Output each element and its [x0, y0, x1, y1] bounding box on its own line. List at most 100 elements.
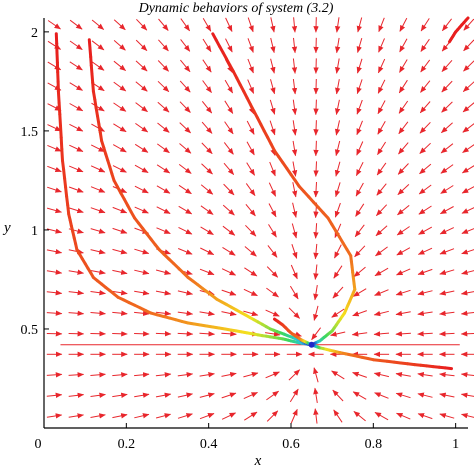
field-arrow: [69, 61, 83, 71]
y-tick-label: 0.5: [21, 323, 39, 338]
field-arrow: [441, 80, 453, 93]
field-arrow: [243, 310, 259, 317]
field-arrow: [374, 392, 389, 399]
field-arrow: [90, 165, 106, 173]
field-arrow: [112, 392, 128, 398]
field-arrow: [180, 18, 191, 32]
trajectory-segment: [56, 89, 61, 105]
field-arrow: [68, 310, 85, 316]
trajectory-segment: [448, 38, 452, 44]
field-arrow: [243, 288, 258, 297]
field-arrow: [69, 123, 84, 132]
field-arrow: [399, 59, 408, 73]
field-arrow: [334, 202, 341, 218]
trajectory-segment: [58, 112, 62, 128]
field-arrow: [113, 60, 126, 71]
field-arrow: [199, 371, 215, 378]
field-arrow: [395, 331, 411, 337]
field-arrow: [313, 408, 319, 424]
field-arrow: [419, 142, 431, 154]
x-tick-label: 0: [35, 437, 42, 452]
field-arrow: [112, 248, 128, 255]
field-arrow: [136, 18, 148, 31]
field-arrow: [247, 79, 255, 94]
field-arrow: [201, 121, 213, 134]
field-arrow: [334, 99, 341, 115]
trajectory-segment: [60, 147, 64, 163]
field-arrow: [200, 184, 214, 195]
field-arrow: [442, 18, 452, 32]
field-arrow: [439, 392, 455, 398]
field-arrow: [90, 249, 106, 255]
field-arrow: [270, 58, 276, 74]
field-arrow: [376, 183, 387, 196]
field-arrow: [199, 331, 215, 337]
field-arrow: [244, 411, 258, 421]
field-arrow: [460, 331, 474, 337]
field-arrow: [90, 372, 106, 378]
field-arrow: [46, 207, 62, 214]
field-arrow: [441, 122, 453, 134]
field-arrow: [373, 331, 390, 337]
trajectory-segment: [59, 124, 63, 139]
field-arrow: [112, 290, 128, 296]
field-arrow: [291, 37, 298, 54]
field-arrow: [68, 372, 85, 378]
field-arrow: [178, 205, 193, 215]
field-arrow: [352, 310, 367, 317]
field-arrow: [396, 247, 411, 256]
field-arrow: [463, 39, 474, 52]
field-arrow: [356, 79, 363, 95]
field-arrow: [269, 161, 276, 177]
field-arrow: [417, 247, 433, 255]
field-arrow: [178, 248, 193, 255]
tick-labels: 0 0.2 0.4 0.6 0.8 1 0.5 1 1.5 2: [21, 26, 460, 452]
field-arrow: [200, 247, 215, 256]
field-arrow: [439, 248, 455, 255]
field-arrow: [202, 59, 212, 73]
field-arrow: [417, 392, 433, 398]
field-arrow: [334, 223, 342, 239]
field-arrow: [289, 388, 299, 403]
field-arrow: [266, 390, 280, 401]
field-arrow: [377, 141, 387, 156]
field-arrow: [395, 392, 411, 399]
field-arrow: [417, 290, 433, 296]
field-arrow: [155, 331, 172, 337]
field-arrow: [68, 269, 84, 275]
field-arrow: [313, 387, 319, 403]
field-arrow: [46, 372, 63, 378]
field-arrow: [199, 268, 215, 276]
field-arrow: [113, 81, 127, 92]
field-arrow: [313, 181, 319, 198]
trajectories: [54, 16, 470, 371]
field-arrow: [225, 17, 233, 32]
field-arrow: [352, 391, 367, 400]
field-arrow: [201, 163, 213, 175]
field-arrow: [373, 371, 390, 378]
field-arrow: [222, 204, 235, 216]
field-arrow: [398, 79, 408, 94]
field-arrow: [268, 224, 277, 238]
field-arrow: [291, 223, 298, 239]
field-arrow: [313, 140, 319, 157]
field-arrow: [288, 307, 300, 319]
field-arrow: [177, 413, 193, 419]
field-arrow: [439, 310, 455, 317]
field-arrow: [135, 60, 148, 72]
field-arrow: [266, 266, 279, 278]
field-arrow: [157, 143, 170, 154]
trajectory: [310, 343, 453, 371]
y-tick-label: 1: [31, 224, 38, 239]
field-arrow: [420, 38, 430, 52]
field-arrow: [157, 101, 170, 113]
field-arrow: [134, 269, 150, 275]
field-arrow: [355, 203, 365, 217]
field-arrow: [461, 207, 474, 214]
equilibrium-point: [308, 341, 315, 348]
field-arrow: [135, 39, 148, 51]
field-arrow: [399, 38, 408, 53]
field-arrow: [463, 60, 474, 72]
field-arrow: [334, 244, 342, 259]
field-arrow: [199, 392, 215, 398]
